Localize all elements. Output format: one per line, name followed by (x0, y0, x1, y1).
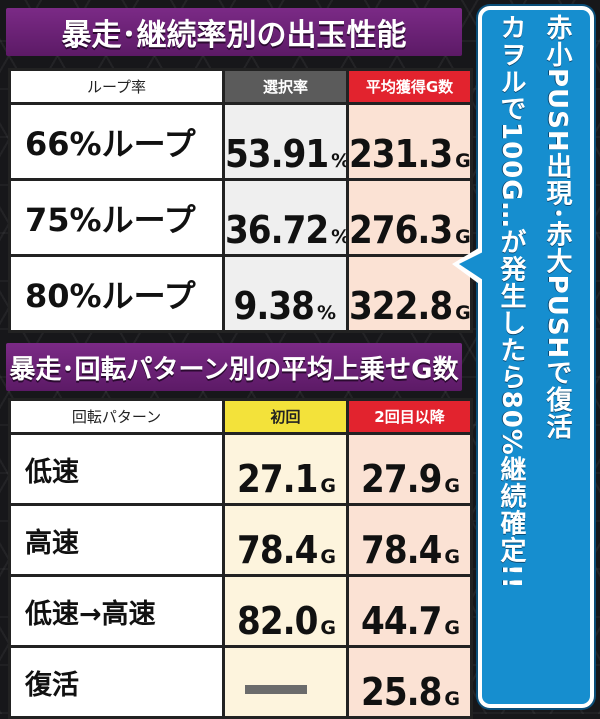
selection-rate-cell: 9.38% (222, 254, 349, 333)
value: 78.4 (237, 528, 318, 572)
value: 36.72 (225, 208, 330, 252)
value: 27.9 (361, 457, 442, 501)
header-rotation-pattern: 回転パターン (8, 398, 225, 435)
side-note-line1: 赤小PUSH出現･赤大PUSHで復活 (542, 14, 572, 441)
unit: G (444, 617, 460, 639)
row-label: 80%ループ (8, 254, 225, 333)
section1-title: 暴走･継続率別の出玉性能 (6, 8, 462, 56)
unit: % (316, 302, 336, 324)
dash-mark (244, 685, 307, 694)
header-loop-rate: ループ率 (8, 68, 225, 105)
first-time-cell: 27.1 G (222, 432, 349, 506)
unit: G (455, 302, 471, 324)
table-row: 復活 25.8 G (8, 645, 473, 719)
selection-rate-cell: 53.91% (222, 102, 349, 181)
avg-games-cell: 231.3 G (346, 102, 473, 181)
table-row: 低速→高速 82.0 G 44.7 G (8, 574, 473, 648)
avg-games-cell: 322.8 G (346, 254, 473, 333)
header-selection-rate: 選択率 (222, 68, 349, 105)
value: 53.91 (225, 132, 330, 176)
row-label: 高速 (8, 503, 225, 577)
bubble-tail-fill (459, 252, 483, 280)
header-second-onward: 2回目以降 (346, 398, 473, 435)
row-label: 低速→高速 (8, 574, 225, 648)
avg-games-cell: 276.3 G (346, 178, 473, 257)
unit: % (331, 226, 344, 248)
first-time-cell-empty (222, 645, 349, 719)
unit: % (331, 150, 344, 172)
unit: G (455, 150, 471, 172)
second-onward-cell: 27.9 G (346, 432, 473, 506)
value: 276.3 (349, 208, 454, 252)
value: 78.4 (361, 528, 442, 572)
unit: G (455, 226, 471, 248)
value: 9.38 (233, 284, 315, 328)
value: 82.0 (237, 599, 318, 643)
unit: G (320, 475, 336, 497)
value: 231.3 (349, 132, 454, 176)
second-onward-cell: 78.4 G (346, 503, 473, 577)
table-row: 66%ループ 53.91% 231.3G (8, 102, 473, 181)
unit: G (444, 546, 460, 568)
row-label: 66%ループ (8, 102, 225, 181)
selection-rate-cell: 36.72% (222, 178, 349, 257)
table-row: 高速 78.4 G 78.4 G (8, 503, 473, 577)
unit: G (444, 475, 460, 497)
table-row: 75%ループ 36.72% 276.3G (8, 178, 473, 257)
value: 25.8 (361, 670, 442, 714)
table-row: 低速 27.1 G 27.9 G (8, 432, 473, 506)
row-label: 75%ループ (8, 178, 225, 257)
table-header-row: 回転パターン 初回 2回目以降 (8, 398, 473, 435)
section2-title: 暴走･回転パターン別の平均上乗せG数 (6, 343, 462, 391)
second-onward-cell: 44.7 G (346, 574, 473, 648)
side-note-panel (478, 6, 594, 708)
value: 322.8 (349, 284, 454, 328)
header-avg-games: 平均獲得G数 (346, 68, 473, 105)
rotation-pattern-table: 回転パターン 初回 2回目以降 低速 27.1 G 27.9 G 高速 78.4 G … (8, 398, 473, 719)
value: 44.7 (361, 599, 442, 643)
value: 27.1 (237, 457, 318, 501)
unit: G (444, 688, 460, 710)
loop-rate-table: ループ率 選択率 平均獲得G数 66%ループ 53.91% 231.3G 75%… (8, 68, 473, 333)
unit: G (320, 546, 336, 568)
first-time-cell: 82.0 G (222, 574, 349, 648)
table-header-row: ループ率 選択率 平均獲得G数 (8, 68, 473, 105)
row-label: 復活 (8, 645, 225, 719)
second-onward-cell: 25.8 G (346, 645, 473, 719)
header-first-time: 初回 (222, 398, 349, 435)
table-row: 80%ループ 9.38% 322.8 G (8, 254, 473, 333)
row-label: 低速 (8, 432, 225, 506)
side-note-line2: カヲルで100G…が発生したら80%継続確定!! (496, 14, 526, 590)
first-time-cell: 78.4 G (222, 503, 349, 577)
unit: G (320, 617, 336, 639)
